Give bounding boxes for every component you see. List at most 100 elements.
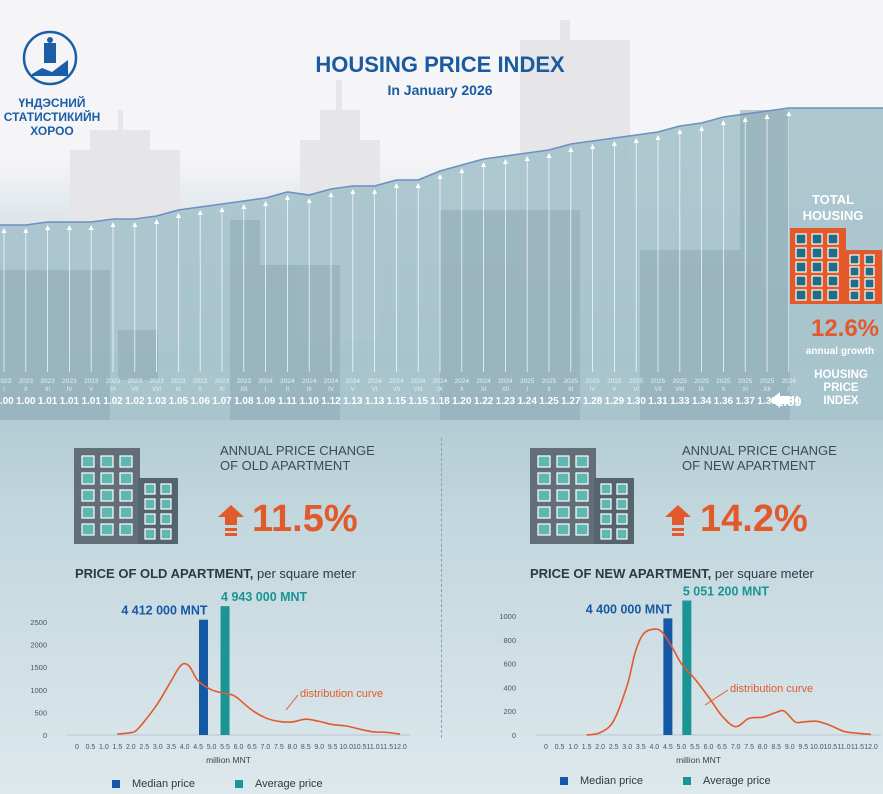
x-tick-label: 9.5 <box>328 744 338 751</box>
x-axis-title: million MNT <box>676 755 721 765</box>
x-tick-label: 7.0 <box>731 744 741 751</box>
index-arrow-head <box>699 126 705 131</box>
index-value-label: 1.00 <box>16 396 36 407</box>
window-icon <box>849 266 860 277</box>
index-arrow-head <box>175 213 181 218</box>
annotation-leader <box>704 689 729 706</box>
org-name-line: СТАТИСТИКИЙН <box>3 110 101 124</box>
legend-average-label: Average price <box>702 775 771 787</box>
index-month-label: IV <box>590 387 596 393</box>
index-value-label: 1.15 <box>387 396 407 407</box>
old-price-title-bold: PRICE OF OLD APARTMENT, <box>75 566 254 581</box>
window-icon <box>827 247 839 259</box>
x-tick-label: 4.0 <box>180 744 190 751</box>
window-icon <box>119 523 133 536</box>
old-change-title-line: ANNUAL PRICE CHANGE <box>220 443 375 458</box>
window-icon <box>795 275 807 287</box>
window-icon <box>827 261 839 273</box>
index-value-label: 1.05 <box>169 396 189 407</box>
index-arrow-head <box>263 201 269 206</box>
new-change-title-line: ANNUAL PRICE CHANGE <box>682 443 837 458</box>
housing-price-index-chart: 2023I1.002023II1.002023III1.012023IV1.01… <box>0 20 883 420</box>
window-icon <box>119 472 133 485</box>
window-icon <box>81 472 95 485</box>
index-arrow-head <box>524 156 530 161</box>
legend-average: Average price <box>682 775 771 787</box>
x-tick-label: 0.5 <box>555 744 565 751</box>
x-tick-label: 2.0 <box>595 744 605 751</box>
index-year-label: 2023 <box>149 378 164 385</box>
index-month-label: VIII <box>675 387 684 393</box>
index-arrow-head <box>45 225 51 230</box>
index-year-label: 2023 <box>128 378 143 385</box>
new-price-title: PRICE OF NEW APARTMENT, per square meter <box>530 566 814 581</box>
index-arrow-head <box>437 174 443 179</box>
median-price-label: 4 400 000 MNT <box>586 602 673 616</box>
window-icon <box>827 289 839 301</box>
index-arrow-head <box>350 189 356 194</box>
index-month-label: IX <box>176 387 182 393</box>
total-housing-label: TOTAL HOUSING <box>780 192 883 224</box>
index-arrow-head <box>219 207 225 212</box>
x-tick-label: 7.5 <box>744 744 754 751</box>
index-month-label: VI <box>633 387 639 393</box>
window-icon <box>81 489 95 502</box>
window-icon <box>811 261 823 273</box>
window-icon <box>81 506 95 519</box>
window-icon <box>537 523 551 536</box>
window-icon <box>160 513 172 525</box>
nso-logo-icon <box>22 30 78 86</box>
x-tick-label: 3.5 <box>636 744 646 751</box>
index-value-label: 1.22 <box>474 396 494 407</box>
index-month-label: IX <box>699 387 705 393</box>
index-year-label: 2023 <box>40 378 55 385</box>
city-skyline-foreground <box>0 110 790 420</box>
index-month-label: VIII <box>152 387 161 393</box>
y-tick-label: 1000 <box>499 612 516 621</box>
x-tick-label: 6.0 <box>704 744 714 751</box>
index-year-label: 2025 <box>673 378 688 385</box>
x-tick-label: 10.0 <box>810 744 824 751</box>
index-arrow-head <box>328 192 334 197</box>
window-icon <box>849 254 860 265</box>
x-tick-label: 11.0 <box>837 744 850 751</box>
index-month-label: XII <box>240 387 248 393</box>
y-tick-label: 500 <box>34 708 47 717</box>
index-month-label: XI <box>742 387 748 393</box>
window-icon <box>575 455 589 468</box>
index-month-label: VI <box>372 387 378 393</box>
window-icon <box>100 523 114 536</box>
window-icon <box>144 513 156 525</box>
index-arrow-head <box>110 222 116 227</box>
legend-average-swatch <box>682 777 691 785</box>
x-tick-label: 6.0 <box>234 744 244 751</box>
index-month-label: VII <box>654 387 662 393</box>
page-subtitle: In January 2026 <box>387 82 493 98</box>
new-price-title-rest: per square meter <box>711 566 814 581</box>
index-arrow-head <box>633 138 639 143</box>
distribution-curve-annotation: distribution curve <box>730 683 813 695</box>
legend-median-swatch <box>560 777 568 785</box>
index-year-label: 2024 <box>455 378 470 385</box>
x-tick-label: 12.0 <box>393 744 407 751</box>
index-arrow-head <box>611 141 617 146</box>
distribution-curve-annotation: distribution curve <box>300 688 383 700</box>
index-year-label: 2024 <box>280 378 295 385</box>
index-month-label: II <box>24 387 28 393</box>
index-value-label: 1.03 <box>147 396 167 407</box>
index-year-label: 2024 <box>411 378 426 385</box>
x-tick-label: 5.0 <box>207 744 217 751</box>
index-arrow-head <box>66 225 72 230</box>
x-tick-label: 6.5 <box>247 744 257 751</box>
window-icon <box>795 247 807 259</box>
index-arrow-head <box>742 117 748 122</box>
index-arrow-head <box>393 183 399 188</box>
index-month-label: II <box>547 387 551 393</box>
x-tick-label: 7.5 <box>274 744 284 751</box>
y-tick-label: 2500 <box>30 618 47 627</box>
window-icon <box>575 506 589 519</box>
index-year-label: 2023 <box>237 378 252 385</box>
legend-median: Median price <box>560 775 643 787</box>
window-icon <box>100 506 114 519</box>
